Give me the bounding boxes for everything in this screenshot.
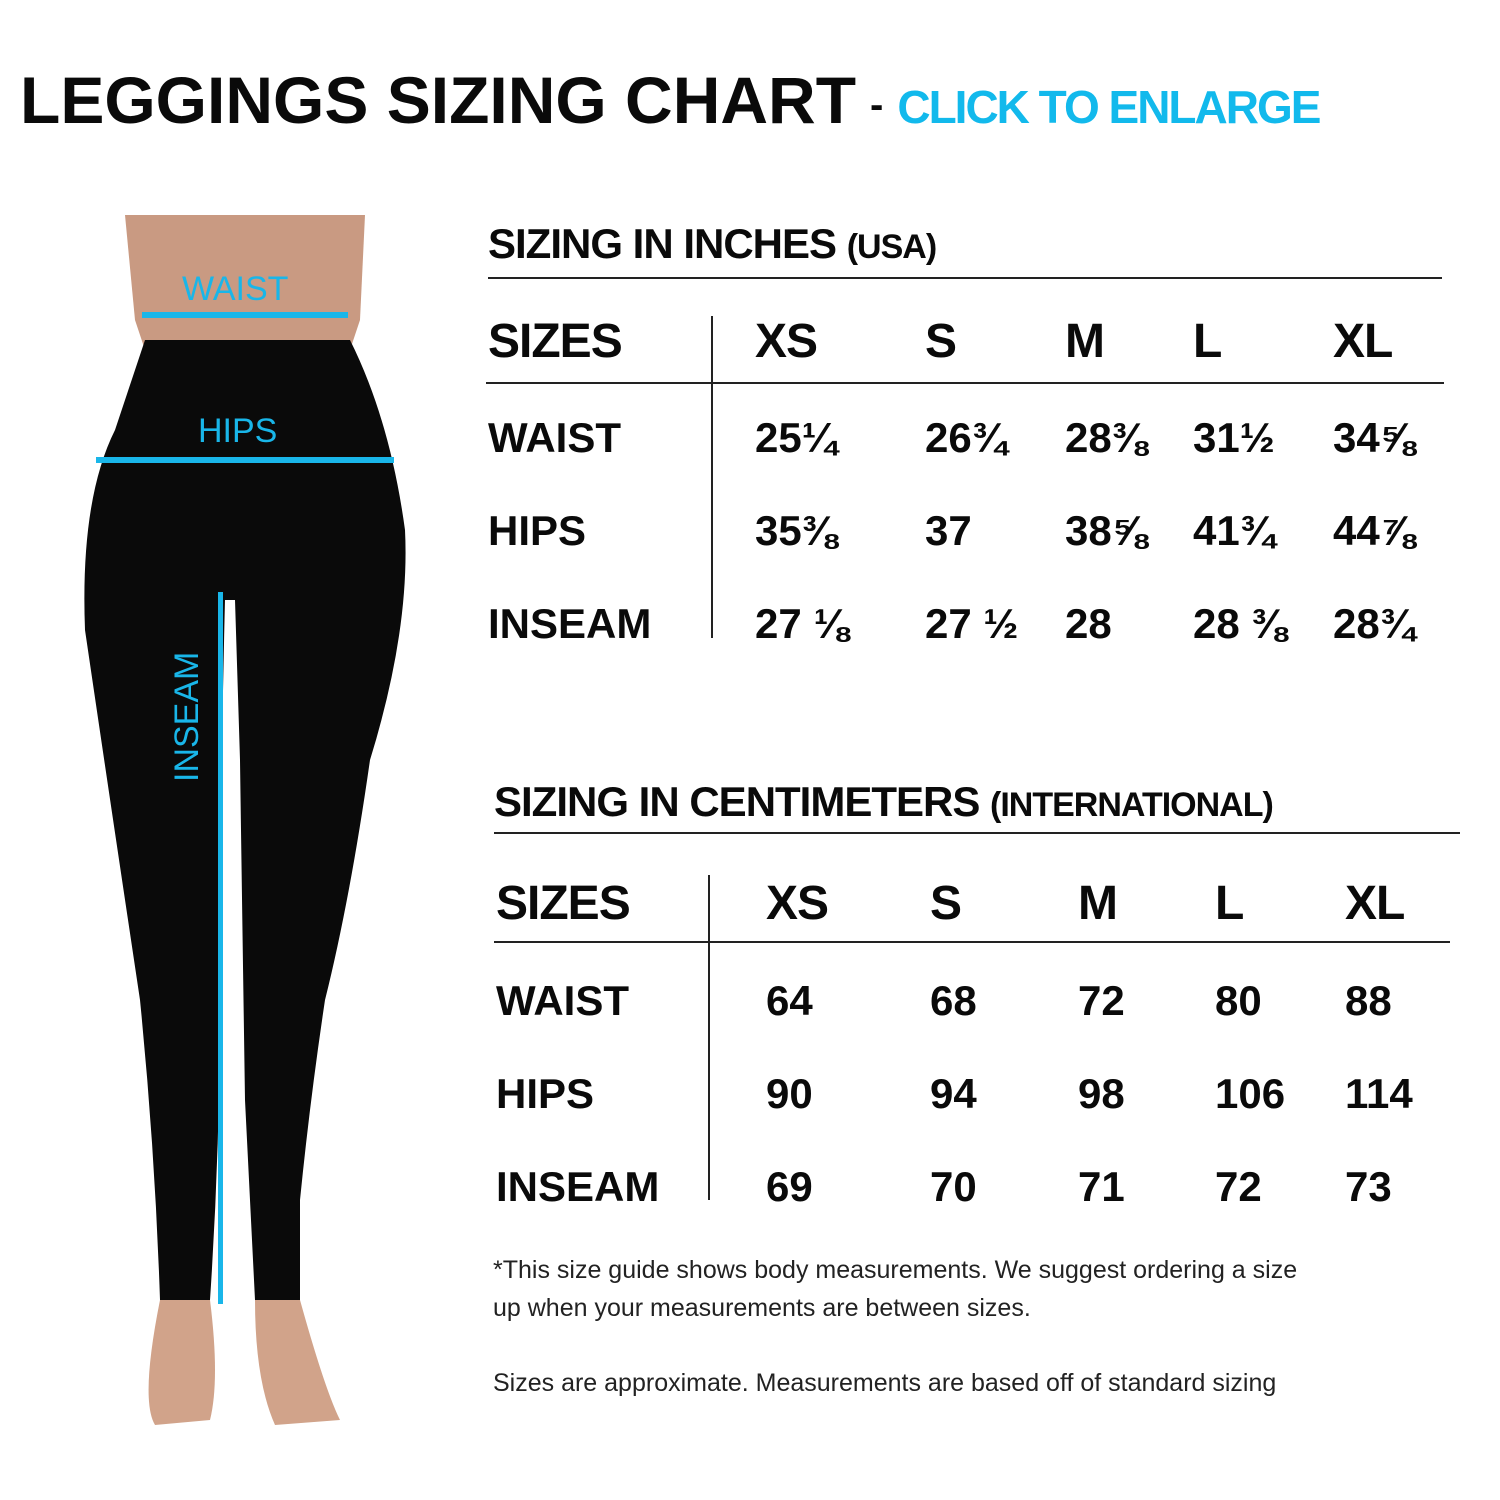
- table-cell: 114: [1345, 1070, 1413, 1117]
- left-foot: [148, 1300, 215, 1425]
- row-label-waist: WAIST: [496, 977, 629, 1024]
- note-line-1: *This size guide shows body measurements…: [493, 1256, 1298, 1284]
- size-header-xs: XS: [755, 315, 818, 368]
- divider: [711, 316, 713, 638]
- divider: [486, 382, 1444, 384]
- page-title: LEGGINGS SIZING CHART - CLICK TO ENLARGE: [20, 62, 1321, 138]
- inseam-label: INSEAM: [168, 651, 206, 782]
- row-label-hips: HIPS: [488, 507, 587, 554]
- table-cell: 72: [1078, 977, 1125, 1024]
- table-cell: 37: [925, 507, 972, 554]
- title-separator: -: [870, 83, 884, 128]
- table-cell: 69: [766, 1163, 813, 1210]
- inches-section-title: SIZING IN INCHES (USA): [488, 220, 937, 268]
- row-label-inseam: INSEAM: [488, 600, 652, 647]
- size-header-l: L: [1193, 315, 1222, 368]
- table-cell: 35⅜: [755, 507, 837, 554]
- divider: [708, 875, 710, 1200]
- cm-section-title: SIZING IN CENTIMETERS (INTERNATIONAL): [494, 778, 1274, 826]
- note-line-2: up when your measurements are between si…: [493, 1294, 1031, 1322]
- table-cell: 80: [1215, 977, 1262, 1024]
- title-main: LEGGINGS SIZING CHART: [20, 63, 857, 137]
- table-cell: 34⅝: [1333, 414, 1415, 461]
- size-header-s: S: [930, 877, 962, 930]
- table-cell: 27 ⅛: [755, 600, 849, 647]
- table-cell: 28¾: [1333, 600, 1415, 647]
- table-cell: 90: [766, 1070, 813, 1117]
- table-cell: 68: [930, 977, 977, 1024]
- size-header-xl: XL: [1345, 877, 1405, 930]
- waist-label: WAIST: [182, 270, 289, 308]
- leggings-shape: [84, 340, 406, 1300]
- divider: [494, 941, 1450, 943]
- row-label-inseam: INSEAM: [496, 1163, 660, 1210]
- table-cell: 71: [1078, 1163, 1125, 1210]
- table-cell: 64: [766, 977, 813, 1024]
- right-foot: [255, 1300, 340, 1425]
- cm-title: SIZING IN CENTIMETERS: [494, 778, 980, 825]
- note-line-3: Sizes are approximate. Measurements are …: [493, 1369, 1277, 1397]
- size-header-s: S: [925, 315, 957, 368]
- hips-line: [96, 457, 394, 463]
- table-cell: 70: [930, 1163, 977, 1210]
- inches-title: SIZING IN INCHES: [488, 220, 837, 267]
- table-cell: 94: [930, 1070, 977, 1117]
- table-cell: 106: [1215, 1070, 1286, 1117]
- hips-label: HIPS: [198, 412, 278, 450]
- table-cell: 98: [1078, 1070, 1125, 1117]
- table-cell: 26¾: [925, 414, 1007, 461]
- row-label-waist: WAIST: [488, 414, 621, 461]
- size-header-m: M: [1078, 877, 1118, 930]
- sizes-header: SIZES: [496, 877, 631, 930]
- table-cell: 44⅞: [1333, 507, 1415, 554]
- size-header-l: L: [1215, 877, 1244, 930]
- inseam-line: [218, 592, 223, 1304]
- table-cell: 28: [1065, 600, 1112, 647]
- table-cell: 41¾: [1193, 507, 1275, 554]
- table-cell: 25¼: [755, 414, 837, 461]
- size-header-xl: XL: [1333, 315, 1393, 368]
- waist-line: [142, 312, 348, 318]
- table-cell: 38⅝: [1065, 507, 1147, 554]
- table-cell: 27 ½: [925, 600, 1019, 647]
- cm-subtitle: (INTERNATIONAL): [990, 786, 1274, 824]
- table-cell: 88: [1345, 977, 1392, 1024]
- divider: [494, 832, 1460, 834]
- table-cell: 73: [1345, 1163, 1392, 1210]
- table-cell: 28⅜: [1065, 414, 1147, 461]
- table-cell: 28 ⅜: [1193, 600, 1287, 647]
- click-to-enlarge-link[interactable]: CLICK TO ENLARGE: [897, 81, 1321, 133]
- divider: [488, 277, 1442, 279]
- inches-subtitle: (USA): [846, 228, 937, 266]
- sizes-header: SIZES: [488, 315, 623, 368]
- size-header-xs: XS: [766, 877, 829, 930]
- table-cell: 72: [1215, 1163, 1262, 1210]
- leggings-model-figure: [84, 215, 406, 1425]
- table-cell: 31½: [1193, 414, 1275, 461]
- size-header-m: M: [1065, 315, 1105, 368]
- row-label-hips: HIPS: [496, 1070, 595, 1117]
